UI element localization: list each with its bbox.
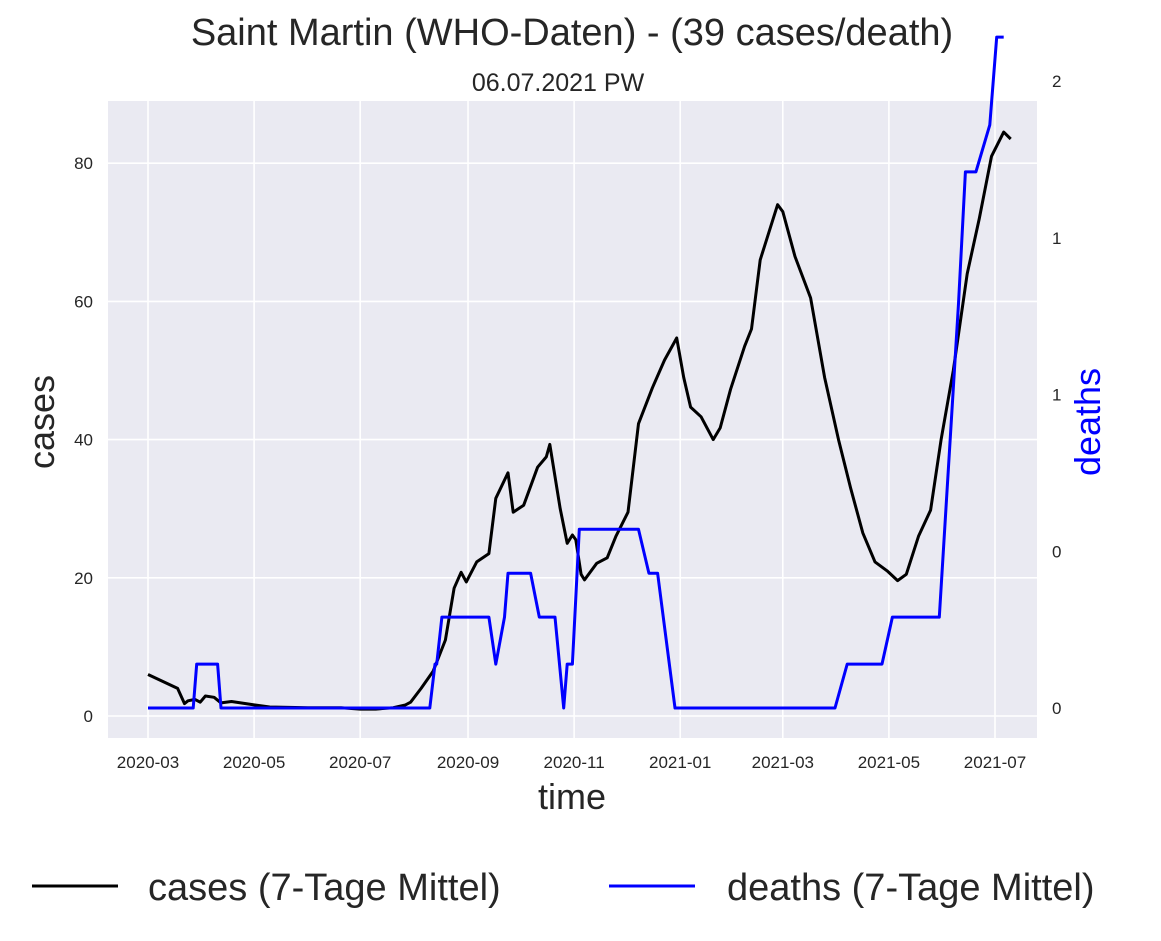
y2-axis-label: deaths: [1067, 368, 1108, 476]
x-tick-label: 2021-07: [964, 753, 1026, 772]
x-tick-label: 2020-09: [437, 753, 499, 772]
x-tick-label: 2021-01: [649, 753, 711, 772]
y-tick-label: 80: [74, 154, 93, 173]
plot-background: [108, 101, 1037, 738]
x-tick-labels: 2020-03 2020-05 2020-07 2020-09 2020-11 2021-…: [117, 753, 1026, 772]
x-tick-label: 2021-05: [858, 753, 920, 772]
x-tick-label: 2021-03: [752, 753, 814, 772]
y-axis-label: cases: [21, 375, 62, 469]
y2-tick-label: 2: [1052, 72, 1061, 91]
legend-label-cases: cases (7-Tage Mittel): [148, 867, 501, 909]
legend-label-deaths: deaths (7-Tage Mittel): [727, 867, 1095, 909]
y-tick-label: 0: [84, 707, 93, 726]
chart-title: Saint Martin (WHO-Daten) - (39 cases/dea…: [191, 12, 953, 54]
y-tick-label: 40: [74, 431, 93, 450]
y2-tick-label: 0: [1052, 542, 1061, 561]
y-tick-label: 20: [74, 569, 93, 588]
x-axis-label: time: [538, 776, 606, 817]
series-line-deaths: [148, 35, 1004, 710]
x-tick-label: 2020-11: [544, 753, 605, 772]
grid: [108, 101, 1037, 738]
x-tick-label: 2020-05: [223, 753, 285, 772]
y2-tick-label: 1: [1052, 386, 1061, 405]
x-tick-label: 2020-03: [117, 753, 179, 772]
y-tick-labels: 0 20 40 60 80: [74, 154, 93, 726]
y-tick-label: 60: [74, 292, 93, 311]
y2-tick-label: 1: [1052, 229, 1061, 248]
y2-tick-labels: 0 0 1 1 2: [1052, 72, 1061, 718]
chart-subtitle: 06.07.2021 PW: [472, 69, 645, 97]
series-lines: [147, 35, 1012, 711]
y2-tick-label: 0: [1052, 699, 1061, 718]
x-tick-label: 2020-07: [329, 753, 391, 772]
